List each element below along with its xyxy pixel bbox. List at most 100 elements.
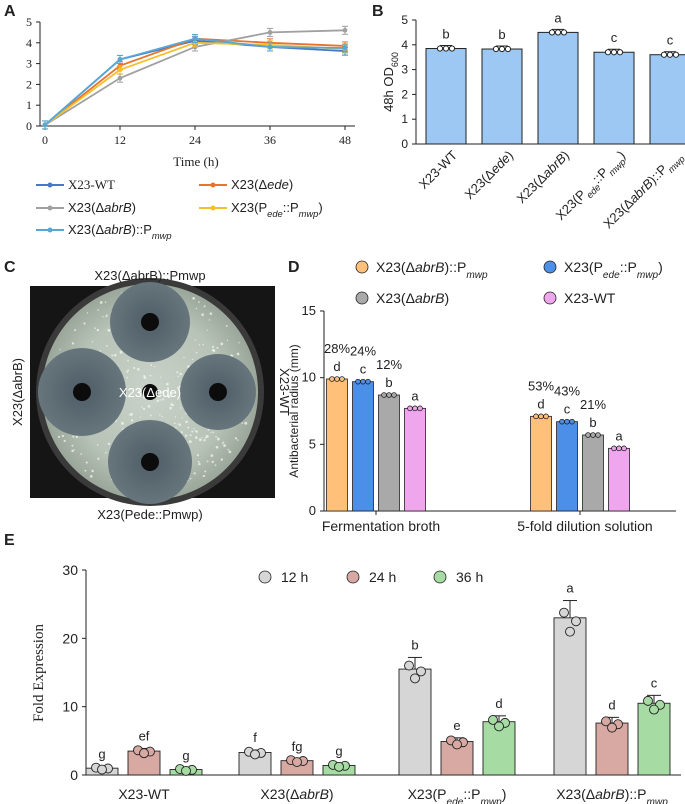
d-bar-d_gray (378, 394, 400, 512)
plate-label-top: X23(ΔabrB)::Pmwp (94, 268, 205, 283)
panel-label-e: E (4, 532, 15, 549)
a-series-line-ede (44, 37, 346, 126)
lawn-speckle (173, 422, 176, 425)
lawn-speckle (203, 439, 206, 442)
lawn-speckle (192, 297, 195, 300)
lawn-speckle (212, 349, 216, 352)
lawn-speckle (161, 391, 164, 393)
a-y-tick-label: 4 (26, 36, 32, 50)
d-bar-d_gray (582, 434, 604, 512)
lawn-speckle (166, 382, 169, 386)
e-y-tick-label: 10 (62, 699, 78, 715)
lawn-speckle (150, 414, 152, 417)
lawn-speckle (139, 416, 142, 418)
d-replicate-dot (585, 432, 591, 438)
e-replicate-dot (97, 764, 107, 775)
lawn-speckle (71, 444, 74, 447)
lawn-speckle (159, 399, 162, 401)
lawn-speckle (197, 460, 200, 463)
e-significance-letter: b (411, 637, 418, 652)
lawn-speckle (216, 437, 220, 441)
a-data-point-abrB_pmwp (42, 122, 48, 128)
e-replicate-dot (410, 673, 420, 684)
lawn-speckle (221, 442, 224, 445)
lawn-speckle (154, 366, 156, 368)
panel-c-plate-photo: X23(ΔabrB)::Pmwp X23(ΔabrB) X23-WT X23(P… (10, 268, 292, 522)
d-bar-d_blue (556, 421, 578, 512)
e-legend-marker-e_green (433, 570, 447, 584)
lawn-speckle (211, 460, 214, 464)
lawn-speckle (97, 309, 100, 311)
lawn-speckle (179, 407, 182, 409)
lawn-speckle (209, 312, 213, 315)
a-legend-label-wt: X23-WT (68, 177, 115, 192)
d-y-tick-label: 15 (302, 303, 316, 318)
a-legend-label-pede: X23(Pede::Pmwp) (231, 200, 323, 219)
b-replicate-dot (560, 29, 568, 36)
d-replicate-dot (407, 405, 413, 412)
lawn-speckle (237, 439, 239, 441)
a-legend-marker-ede (210, 182, 216, 188)
lawn-speckle (59, 348, 61, 351)
e-replicate-dot (494, 721, 504, 732)
lawn-speckle (183, 356, 185, 359)
d-bar-d_orange (326, 378, 348, 512)
panel-b-bar-chart: 0 1 2 3 4 5 48h OD600 b X23-WT b X23(Δede) a X23(Δab… (381, 10, 685, 231)
d-replicate-dot (360, 378, 366, 385)
lawn-speckle (179, 372, 182, 376)
e-x-tick-label: X23(Pede::Pmwp) (408, 786, 507, 804)
lawn-speckle (191, 430, 194, 433)
lawn-speckle (189, 434, 192, 437)
lawn-speckle (202, 474, 205, 478)
d-y-tick-label: 0 (309, 503, 316, 518)
e-significance-letter: a (566, 581, 574, 596)
lawn-speckle (195, 351, 198, 354)
e-significance-letter: c (651, 675, 658, 690)
e-replicate-dot (559, 607, 569, 618)
a-x-tick-label: 48 (339, 133, 351, 147)
lawn-speckle (175, 426, 177, 429)
d-replicate-dot (559, 418, 565, 425)
e-replicate-dot (334, 761, 344, 772)
lawn-speckle (220, 458, 223, 461)
lawn-speckle (203, 305, 206, 308)
a-series-line-abrB_pmwp (44, 37, 346, 126)
b-bar-4 (649, 54, 685, 145)
well-bottom (141, 453, 159, 471)
d-legend-marker-d_orange (355, 260, 369, 274)
e-replicate-dot (571, 616, 581, 627)
lawn-speckle (102, 315, 104, 318)
b-replicate-dot (548, 29, 556, 36)
e-replicate-dot (404, 660, 414, 671)
lawn-speckle (201, 313, 204, 317)
lawn-speckle (241, 422, 244, 425)
b-x-tick-label: X23(ΔabrB) (513, 148, 572, 207)
lawn-speckle (193, 427, 195, 430)
d-replicate-dot (339, 376, 345, 382)
e-significance-letter: e (453, 718, 460, 733)
a-legend-label-abrB_pmwp: X23(ΔabrB)::Pmwp (68, 222, 172, 241)
lawn-speckle (238, 342, 240, 344)
lawn-speckle (85, 461, 88, 464)
a-data-point-abrB (117, 75, 123, 81)
e-y-tick-label: 20 (62, 630, 78, 646)
lawn-speckle (139, 392, 141, 394)
lawn-speckle (244, 421, 248, 425)
e-significance-letter: g (182, 748, 189, 763)
a-series-line-pede (44, 41, 346, 126)
d-significance-letter: c (360, 362, 367, 377)
e-replicate-dot (181, 765, 191, 776)
lawn-speckle (160, 376, 162, 378)
b-replicate-dot (610, 49, 618, 56)
b-significance-letter: b (442, 27, 449, 42)
b-replicate-dot (616, 49, 624, 56)
d-replicate-dot (329, 376, 335, 382)
e-legend-label-e_gray: 12 h (281, 569, 308, 585)
e-replicate-dot (649, 704, 659, 715)
lawn-speckle (83, 322, 86, 325)
b-y-tick-label: 0 (401, 137, 408, 151)
d-replicate-dot (386, 392, 392, 398)
e-replicate-dot (565, 626, 575, 637)
